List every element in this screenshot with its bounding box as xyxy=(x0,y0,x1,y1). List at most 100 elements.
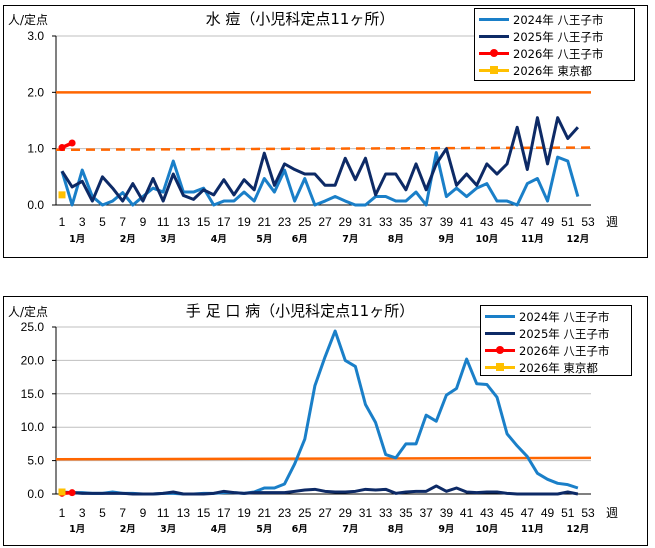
legend-item: 2024年 八王子市 xyxy=(479,11,630,28)
month-label-hfmd: 5月 xyxy=(256,524,272,535)
month-label-hfmd: 8月 xyxy=(388,524,404,535)
x-tick-label-hfmd: 43 xyxy=(480,506,494,520)
month-label-varicella: 9月 xyxy=(438,234,454,245)
legend-swatch xyxy=(479,66,509,74)
x-tick-label-varicella: 17 xyxy=(217,215,231,229)
x-tick-label-hfmd: 31 xyxy=(359,506,373,520)
x-tick-label-hfmd: 53 xyxy=(581,506,595,520)
legend-swatch xyxy=(485,363,515,371)
x-tick-label-varicella: 3 xyxy=(79,215,86,229)
x-tick-label-hfmd: 29 xyxy=(339,506,353,520)
y-tick-label-hfmd: 25.0 xyxy=(21,320,45,334)
series-line-varicella-1 xyxy=(60,116,580,203)
x-tick-label-varicella: 15 xyxy=(197,215,211,229)
legend-item: 2026年 八王子市 xyxy=(485,342,627,359)
x-tick-label-varicella: 47 xyxy=(521,215,535,229)
month-label-varicella: 10月 xyxy=(475,234,498,245)
legend-label: 2025年 八王子市 xyxy=(513,29,604,44)
chart-title-hfmd: 手 足 口 病（小児科定点11ヶ所） xyxy=(186,302,414,320)
month-label-varicella: 11月 xyxy=(521,234,544,245)
y-tick-label-hfmd: 15.0 xyxy=(21,387,45,401)
x-tick-label-varicella: 35 xyxy=(399,215,413,229)
chart-panel-hfmd xyxy=(3,296,648,546)
x-tick-label-hfmd: 37 xyxy=(419,506,433,520)
x-tick-label-hfmd: 15 xyxy=(197,506,211,520)
x-tick-label-hfmd: 17 xyxy=(217,506,231,520)
month-label-hfmd: 9月 xyxy=(438,524,454,535)
x-tick-label-hfmd: 1 xyxy=(59,506,66,520)
x-axis-label-hfmd: 週 xyxy=(606,506,618,520)
data-point-hfmd-2 xyxy=(68,489,76,497)
legend-swatch xyxy=(479,49,509,57)
x-tick-label-varicella: 33 xyxy=(379,215,393,229)
month-label-varicella: 1月 xyxy=(69,234,85,245)
x-tick-label-varicella: 49 xyxy=(541,215,555,229)
legend-varicella: 2024年 八王子市 2025年 八王子市 2026年 八王子市 2026年 東京都 xyxy=(474,8,635,81)
x-tick-label-varicella: 7 xyxy=(119,215,126,229)
y-tick-label-varicella: 2.0 xyxy=(27,85,44,99)
data-point-varicella-2 xyxy=(58,144,66,152)
y-axis-unit-hfmd: 人/定点 xyxy=(8,304,48,319)
x-tick-label-hfmd: 21 xyxy=(258,506,272,520)
x-tick-label-hfmd: 13 xyxy=(177,506,191,520)
legend-marker xyxy=(490,49,498,57)
series-line-hfmd-1 xyxy=(62,484,579,496)
x-tick-label-varicella: 37 xyxy=(419,215,433,229)
month-label-varicella: 4月 xyxy=(211,234,227,245)
data-point-varicella-2 xyxy=(68,139,76,147)
legend-item: 2025年 八王子市 xyxy=(479,28,630,45)
month-label-varicella: 8月 xyxy=(388,234,404,245)
chart-panel-varicella xyxy=(3,5,648,258)
x-tick-label-hfmd: 7 xyxy=(119,506,126,520)
x-tick-label-hfmd: 49 xyxy=(541,506,555,520)
legend-marker xyxy=(490,66,498,74)
x-tick-label-varicella: 53 xyxy=(581,215,595,229)
x-tick-label-hfmd: 51 xyxy=(561,506,575,520)
legend-label: 2025年 八王子市 xyxy=(519,326,610,341)
x-tick-label-varicella: 43 xyxy=(480,215,494,229)
month-label-varicella: 2月 xyxy=(120,234,136,245)
x-tick-label-varicella: 23 xyxy=(278,215,292,229)
legend-swatch xyxy=(485,332,515,335)
y-tick-label-hfmd: 20.0 xyxy=(21,353,45,367)
x-tick-label-hfmd: 3 xyxy=(79,506,86,520)
x-tick-label-hfmd: 39 xyxy=(440,506,454,520)
month-label-hfmd: 6月 xyxy=(292,524,308,535)
legend-label: 2026年 東京都 xyxy=(519,360,598,375)
month-label-varicella: 12月 xyxy=(567,234,590,245)
month-label-varicella: 3月 xyxy=(160,234,176,245)
legend-item: 2026年 八王子市 xyxy=(479,45,630,62)
month-label-varicella: 6月 xyxy=(292,234,308,245)
x-tick-label-hfmd: 19 xyxy=(237,506,251,520)
x-tick-label-hfmd: 25 xyxy=(298,506,312,520)
x-tick-label-hfmd: 27 xyxy=(318,506,332,520)
x-tick-label-varicella: 19 xyxy=(237,215,251,229)
x-tick-label-varicella: 45 xyxy=(500,215,514,229)
x-tick-label-hfmd: 9 xyxy=(140,506,147,520)
legend-item: 2026年 東京都 xyxy=(485,359,627,376)
month-label-hfmd: 4月 xyxy=(211,524,227,535)
x-tick-label-varicella: 41 xyxy=(460,215,474,229)
x-tick-label-varicella: 5 xyxy=(99,215,106,229)
month-label-hfmd: 11月 xyxy=(521,524,544,535)
legend-label: 2026年 八王子市 xyxy=(513,46,604,61)
x-tick-label-varicella: 29 xyxy=(339,215,353,229)
x-tick-label-varicella: 21 xyxy=(258,215,272,229)
month-label-hfmd: 7月 xyxy=(342,524,358,535)
x-tick-label-varicella: 39 xyxy=(440,215,454,229)
reference-line-hfmd xyxy=(55,456,592,461)
x-tick-label-varicella: 13 xyxy=(177,215,191,229)
legend-marker xyxy=(496,346,504,354)
x-tick-label-varicella: 31 xyxy=(359,215,373,229)
y-tick-label-hfmd: 5.0 xyxy=(27,454,44,468)
y-axis-unit-varicella: 人/定点 xyxy=(8,12,48,27)
x-tick-label-varicella: 9 xyxy=(140,215,147,229)
month-label-hfmd: 3月 xyxy=(160,524,176,535)
x-tick-label-hfmd: 5 xyxy=(99,506,106,520)
month-label-hfmd: 12月 xyxy=(567,524,590,535)
y-tick-label-hfmd: 10.0 xyxy=(21,420,45,434)
legend-item: 2024年 八王子市 xyxy=(485,308,627,325)
x-tick-label-varicella: 51 xyxy=(561,215,575,229)
